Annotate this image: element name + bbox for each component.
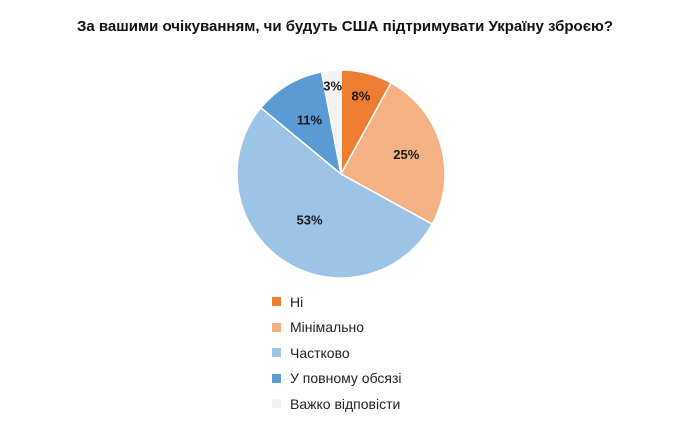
legend-label: Ні <box>290 293 304 310</box>
legend-label: Частково <box>290 344 350 361</box>
legend-item: У повному обсязі <box>272 366 402 392</box>
legend-swatch <box>272 399 281 409</box>
slice-value-label: 3% <box>323 78 342 93</box>
legend-swatch <box>272 348 281 358</box>
legend-label: Важко відповісти <box>290 395 401 412</box>
legend-label: У повному обсязі <box>290 370 402 387</box>
pie-slice <box>236 106 434 279</box>
legend-swatch <box>272 322 281 332</box>
slice-value-label: 53% <box>296 212 322 227</box>
legend-item: Мінімально <box>272 315 402 341</box>
legend-item: Важко відповісти <box>272 391 402 417</box>
pie-slice <box>320 69 342 175</box>
legend-item: Частково <box>272 340 402 366</box>
slice-value-label: 8% <box>352 89 371 104</box>
legend-label: Мінімально <box>290 319 365 336</box>
pie-slice <box>259 70 343 176</box>
legend-item: Ні <box>272 289 402 315</box>
legend-swatch <box>272 297 281 307</box>
legend: Ні Мінімально Частково У повному обсязі Важк… <box>272 289 402 417</box>
pie-slice <box>339 81 446 226</box>
chart-title: За вашими очікуванням, чи будуть США під… <box>77 18 613 35</box>
slice-value-label: 25% <box>393 147 419 162</box>
slice-value-label: 11% <box>297 113 323 128</box>
legend-swatch <box>272 373 281 383</box>
